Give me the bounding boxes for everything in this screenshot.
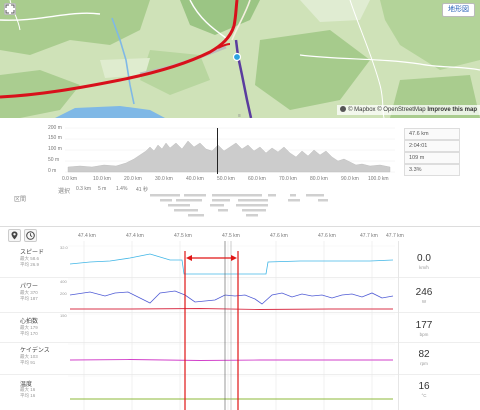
heart-rate-value: 177 — [415, 320, 433, 331]
elev-xtick: 70.0 km — [279, 176, 297, 182]
elev-ytick: 200 m — [48, 125, 62, 131]
map-attribution: © Mapbox © OpenStreetMap Improve this ma… — [337, 105, 480, 115]
selection-label: 選択 — [58, 189, 71, 195]
route-line — [0, 0, 239, 99]
mapbox-logo-icon — [340, 106, 347, 113]
cadence-max: 最大 103 — [20, 354, 38, 359]
speed-avg: 平均 26.9 — [20, 262, 40, 267]
detail-xtick: 47.4 km — [78, 233, 96, 239]
elevation-cursor — [217, 128, 218, 174]
detail-xtick: 47.6 km — [270, 233, 288, 239]
elev-xtick: 100.0 km — [368, 176, 389, 182]
cadence-row: ケイデンス 最大 103 平均 91 82 rpm — [0, 343, 480, 381]
attribution-text[interactable]: © Mapbox © OpenStreetMap — [348, 107, 428, 113]
heart-rate-avg: 平均 170 — [20, 331, 38, 336]
readout-altitude: 109 m — [404, 152, 460, 164]
detail-xtick: 47.7 km — [360, 233, 378, 239]
speed-value: 0.0 — [417, 253, 431, 264]
heart-rate-unit: bpm — [419, 332, 429, 337]
elev-xtick: 90.0 km — [341, 176, 359, 182]
heart-rate-row: 心拍数 最大 179 平均 170 150 177 bpm — [0, 313, 480, 351]
power-row: パワー 最大 370 平均 187 400 200 246 W — [0, 278, 480, 316]
clock-button[interactable] — [24, 229, 37, 242]
elev-xtick: 60.0 km — [248, 176, 266, 182]
segments-label: 区間 — [14, 197, 27, 203]
temperature-row: 温度 最大 16 平均 16 16 °C — [0, 375, 480, 410]
elev-ytick: 100 m — [48, 146, 62, 152]
detail-xtick: 47.4 km — [126, 233, 144, 239]
power-value: 246 — [415, 287, 433, 298]
cadence-value: 82 — [418, 349, 430, 360]
temperature-unit: °C — [421, 393, 427, 398]
elev-ytick: 150 m — [48, 135, 62, 141]
detail-xtick: 47.6 km — [318, 233, 336, 239]
elevation-area — [67, 140, 391, 173]
selection-gain: 5 m — [98, 186, 107, 192]
elev-xtick: 80.0 km — [310, 176, 328, 182]
readout-time: 2:04:01 — [404, 140, 460, 152]
row-divider — [0, 342, 480, 343]
selection-duration: 41 秒 — [136, 187, 148, 193]
cadence-label: ケイデンス — [20, 348, 50, 354]
speed-label: スピード — [20, 250, 45, 256]
elev-xtick: 50.0 km — [217, 176, 235, 182]
selection-grade: 1.4% — [116, 186, 128, 192]
power-axis-top: 400 — [60, 279, 67, 284]
elev-xtick: 10.0 km — [93, 176, 111, 182]
power-avg: 平均 187 — [20, 296, 38, 301]
row-divider — [0, 312, 480, 313]
position-marker — [232, 52, 242, 62]
selected-route-segment — [234, 39, 253, 118]
pin-icon — [11, 231, 18, 240]
elev-ytick: 50 m — [48, 157, 60, 163]
elevation-profile-chart[interactable] — [0, 121, 480, 181]
elev-ytick: 0 m — [48, 168, 57, 174]
detail-panel: 47.4 km 47.4 km 47.5 km 47.5 km 47.6 km … — [0, 226, 480, 410]
elev-xtick: 40.0 km — [186, 176, 204, 182]
row-divider — [0, 277, 480, 278]
temperature-max: 最大 16 — [20, 387, 36, 392]
readout-grade: 3.3% — [404, 164, 460, 176]
route-map[interactable]: 地形図 © Mapbox © OpenStreetMap Improve thi… — [0, 0, 480, 118]
speed-max: 最大 58.6 — [20, 256, 40, 261]
map-type-button[interactable]: 地形図 — [442, 3, 475, 17]
value-column-divider — [398, 241, 399, 410]
heart-rate-axis-mid: 150 — [60, 313, 67, 318]
speed-row: スピード 最大 58.6 平均 26.9 32.0 0.0 km/h — [0, 244, 480, 282]
readout-distance: 47.6 km — [404, 128, 460, 140]
power-axis-mid: 200 — [60, 291, 67, 296]
elev-xtick: 30.0 km — [155, 176, 173, 182]
detail-xtick: 47.5 km — [222, 233, 240, 239]
segments-lane[interactable] — [0, 181, 480, 221]
temperature-avg: 平均 16 — [20, 393, 36, 398]
power-max: 最大 370 — [20, 290, 38, 295]
heart-rate-max: 最大 179 — [20, 325, 38, 330]
detail-xtick: 47.7 km — [386, 233, 404, 239]
improve-map-link[interactable]: Improve this map — [427, 107, 477, 113]
temperature-label: 温度 — [20, 382, 33, 388]
map-resize-handle[interactable]: ≡ — [238, 113, 241, 119]
pin-button[interactable] — [8, 229, 21, 242]
heart-rate-label: 心拍数 — [20, 319, 39, 325]
elevation-panel: 200 m 150 m 100 m 50 m 0 m 0.0 km 10.0 k… — [0, 121, 480, 226]
cadence-unit: rpm — [420, 361, 428, 366]
cadence-avg: 平均 91 — [20, 360, 36, 365]
speed-axis-top: 32.0 — [60, 245, 68, 250]
power-label: パワー — [20, 284, 39, 290]
clock-icon — [26, 231, 35, 240]
elev-xtick: 0.0 km — [62, 176, 78, 182]
expand-icon — [5, 4, 15, 14]
speed-unit: km/h — [419, 265, 429, 270]
power-unit: W — [421, 299, 427, 304]
temperature-value: 16 — [418, 381, 430, 392]
selection-distance: 0.3 km — [76, 186, 92, 192]
row-divider — [0, 374, 480, 375]
fullscreen-button[interactable] — [4, 3, 16, 15]
detail-xtick: 47.5 km — [174, 233, 192, 239]
map-canvas[interactable] — [0, 0, 480, 118]
elev-xtick: 20.0 km — [124, 176, 142, 182]
